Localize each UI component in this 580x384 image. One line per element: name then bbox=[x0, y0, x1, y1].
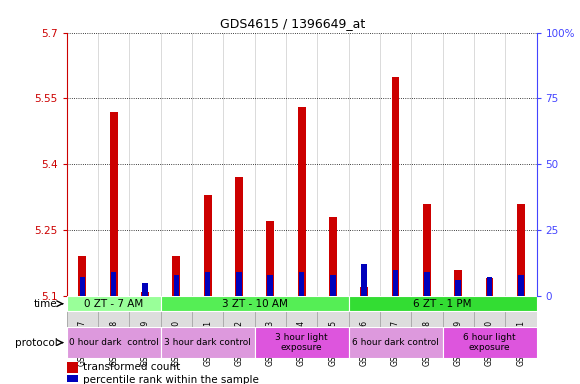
Bar bbox=[161, 327, 255, 358]
Bar bbox=[110, 112, 118, 296]
Text: GSM724208: GSM724208 bbox=[109, 319, 118, 366]
Text: GSM724210: GSM724210 bbox=[172, 319, 181, 366]
Bar bbox=[141, 291, 149, 296]
Bar bbox=[455, 280, 461, 296]
Bar bbox=[78, 257, 86, 296]
Text: time: time bbox=[34, 299, 57, 309]
Text: GSM724221: GSM724221 bbox=[516, 319, 525, 366]
Bar bbox=[349, 327, 443, 358]
Bar bbox=[299, 272, 304, 296]
Text: 6 hour light
exposure: 6 hour light exposure bbox=[463, 333, 516, 352]
Bar bbox=[111, 272, 117, 296]
Bar bbox=[298, 107, 306, 296]
Text: 6 hour dark control: 6 hour dark control bbox=[352, 338, 439, 347]
Text: GSM724214: GSM724214 bbox=[297, 319, 306, 366]
Bar bbox=[518, 275, 524, 296]
Bar bbox=[485, 278, 494, 296]
Text: 3 hour dark control: 3 hour dark control bbox=[164, 338, 251, 347]
Text: percentile rank within the sample: percentile rank within the sample bbox=[83, 376, 259, 384]
Bar bbox=[392, 76, 400, 296]
Bar bbox=[255, 327, 349, 358]
Bar bbox=[67, 296, 161, 311]
Bar bbox=[67, 375, 78, 384]
Text: GSM724215: GSM724215 bbox=[328, 319, 338, 366]
Bar bbox=[266, 221, 274, 296]
Bar bbox=[423, 204, 431, 296]
Text: GSM724218: GSM724218 bbox=[422, 319, 432, 366]
Bar bbox=[443, 327, 536, 358]
Bar bbox=[161, 296, 349, 311]
Bar bbox=[173, 275, 179, 296]
Bar bbox=[67, 362, 78, 372]
Bar bbox=[360, 287, 368, 296]
Bar bbox=[329, 217, 337, 296]
Text: GDS4615 / 1396649_at: GDS4615 / 1396649_at bbox=[220, 17, 365, 30]
Text: GSM724211: GSM724211 bbox=[203, 319, 212, 366]
Bar bbox=[142, 283, 148, 296]
Bar bbox=[393, 270, 398, 296]
Bar bbox=[236, 272, 242, 296]
Bar bbox=[349, 296, 536, 311]
Text: 3 hour light
exposure: 3 hour light exposure bbox=[276, 333, 328, 352]
Bar bbox=[172, 257, 180, 296]
Text: GSM724207: GSM724207 bbox=[78, 319, 87, 366]
Bar bbox=[361, 264, 367, 296]
Bar bbox=[235, 177, 243, 296]
Text: GSM724213: GSM724213 bbox=[266, 319, 275, 366]
Bar bbox=[267, 275, 273, 296]
Text: 0 ZT - 7 AM: 0 ZT - 7 AM bbox=[84, 299, 143, 309]
Bar bbox=[79, 278, 85, 296]
Text: 0 hour dark  control: 0 hour dark control bbox=[69, 338, 158, 347]
Bar bbox=[424, 272, 430, 296]
Text: 3 ZT - 10 AM: 3 ZT - 10 AM bbox=[222, 299, 288, 309]
Bar bbox=[517, 204, 525, 296]
Bar bbox=[454, 270, 462, 296]
Bar bbox=[205, 272, 211, 296]
Text: GSM724209: GSM724209 bbox=[140, 319, 150, 366]
Text: GSM724219: GSM724219 bbox=[454, 319, 463, 366]
Text: transformed count: transformed count bbox=[83, 362, 180, 372]
Bar bbox=[67, 311, 536, 327]
Bar bbox=[330, 275, 336, 296]
Bar bbox=[204, 195, 212, 296]
Bar bbox=[487, 278, 492, 296]
Text: protocol: protocol bbox=[14, 338, 57, 348]
Text: 6 ZT - 1 PM: 6 ZT - 1 PM bbox=[414, 299, 472, 309]
Text: GSM724220: GSM724220 bbox=[485, 319, 494, 366]
Bar bbox=[67, 327, 161, 358]
Text: GSM724217: GSM724217 bbox=[391, 319, 400, 366]
Text: GSM724212: GSM724212 bbox=[234, 319, 244, 366]
Text: GSM724216: GSM724216 bbox=[360, 319, 369, 366]
